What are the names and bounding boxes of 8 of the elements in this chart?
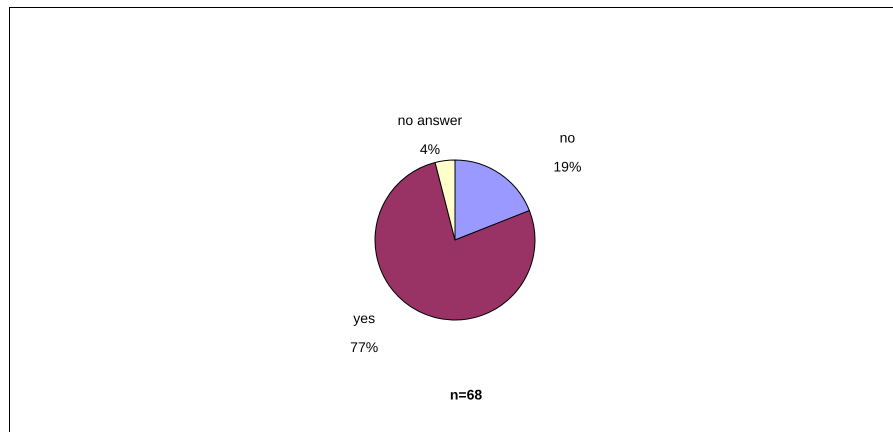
pie-slice	[374, 162, 536, 320]
data-label: 77%	[350, 338, 378, 355]
slice-label: yes	[353, 310, 376, 326]
slice-label: no answer	[398, 112, 463, 128]
data-label: 4%	[420, 141, 440, 158]
data-label: 19%	[553, 158, 582, 174]
slice-label: no	[560, 129, 576, 146]
text: n=68	[450, 386, 482, 403]
